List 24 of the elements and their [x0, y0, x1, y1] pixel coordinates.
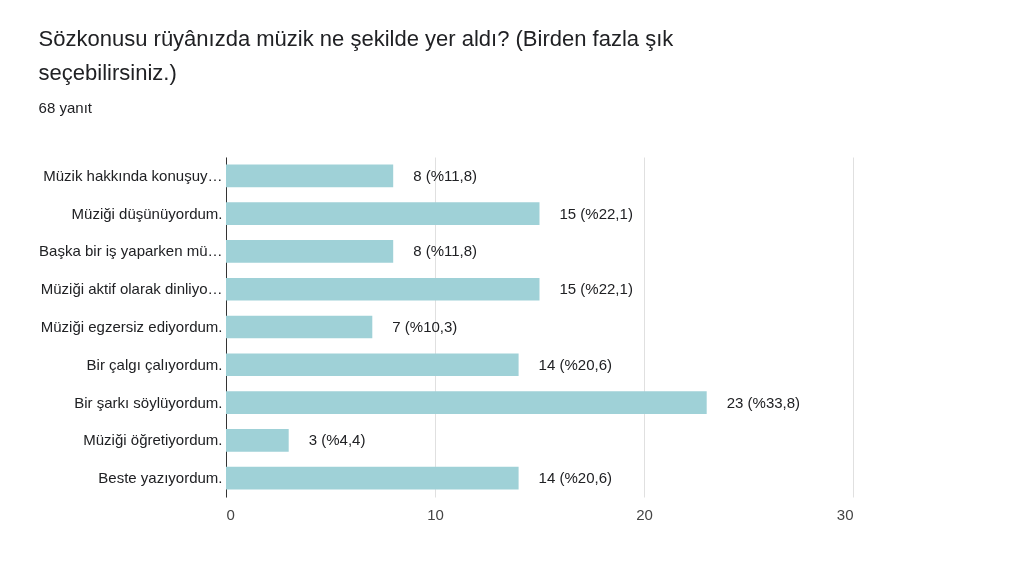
chart-title: Sözkonusu rüyânızda müzik ne şekilde yer aldı? (Birden fazla şık seçebilirsiniz.): [38, 26, 675, 85]
y-tick-label: Müziği egzersiz ediyordum.: [40, 318, 223, 335]
y-tick-label: Başka bir iş yaparken mü…: [39, 242, 223, 260]
x-tick-label: 30: [836, 505, 854, 523]
data-label: 23 (%33,8): [726, 393, 801, 411]
y-tick-label: Bir şarkı söylüyordum.: [74, 393, 223, 411]
y-tick-label: Müziği öğretiyordum.: [83, 431, 223, 449]
data-label: 3 (%4,4): [308, 431, 366, 449]
data-label: 14 (%20,6): [538, 469, 612, 487]
y-tick-label: Beste yazıyordum.: [98, 469, 223, 487]
y-tick-label: Müziği düşünüyordum.: [71, 204, 223, 222]
text: 68 yanıt: [38, 99, 93, 116]
data-label: 15 (%22,1): [559, 204, 633, 222]
x-tick-label: 0: [226, 505, 235, 523]
y-tick-label: Müzik hakkında konuşuy…: [43, 166, 223, 184]
y-tick-label: Bir çalgı çalıyordum.: [86, 355, 223, 373]
y-tick-label: Müziği aktif olarak dinliyo…: [40, 280, 223, 298]
data-label: 14 (%20,6): [538, 355, 612, 373]
data-label: 8 (%11,8): [413, 242, 478, 260]
data-label: 8 (%11,8): [413, 166, 478, 184]
data-label: 7 (%10,3): [392, 318, 458, 335]
x-tick-label: 10: [427, 505, 444, 523]
data-label: 15 (%22,1): [559, 280, 633, 298]
x-tick-label: 20: [636, 505, 653, 523]
